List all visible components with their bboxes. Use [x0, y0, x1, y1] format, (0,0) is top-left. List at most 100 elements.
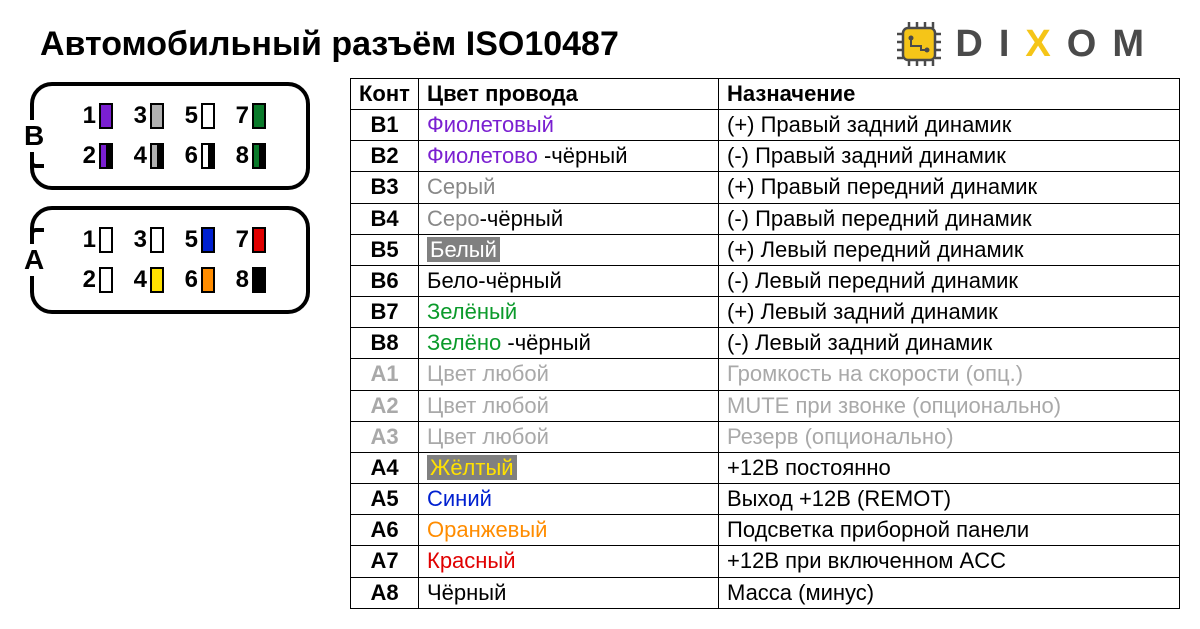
pin-color-box	[150, 103, 164, 129]
connector-row: 1 3 5 7	[48, 220, 292, 260]
color-text: Чёрный	[427, 580, 506, 605]
pin-color-box	[252, 103, 266, 129]
color-text: -чёрный	[478, 268, 562, 293]
pin-A7: 7	[233, 226, 266, 254]
cell-color: Бело-чёрный	[419, 265, 719, 296]
color-text: Оранжевый	[427, 517, 547, 542]
cell-color: Фиолетово -чёрный	[419, 141, 719, 172]
cell-function: (-) Левый передний динамик	[719, 265, 1180, 296]
pin-number: 1	[80, 102, 96, 130]
cell-pin: A6	[351, 515, 419, 546]
color-text: Фиолетово	[427, 143, 544, 168]
cell-color: Синий	[419, 484, 719, 515]
pin-color-box	[252, 227, 266, 253]
color-text: Цвет любой	[427, 424, 549, 449]
color-text: -чёрный	[480, 206, 564, 231]
pin-number: 4	[131, 266, 147, 294]
connector-block-label: A	[22, 244, 46, 276]
pin-B7: 7	[233, 102, 266, 130]
pin-A8: 8	[233, 266, 266, 294]
pin-color-box	[99, 143, 113, 169]
cell-color: Белый	[419, 234, 719, 265]
chip-icon	[895, 20, 943, 68]
color-text: Серый	[427, 174, 495, 199]
pin-color-box	[201, 143, 215, 169]
connector-block-A: 13572468A	[30, 206, 310, 314]
cell-color: Серый	[419, 172, 719, 203]
cell-color: Цвет любой	[419, 421, 719, 452]
table-row: A8ЧёрныйМасса (минус)	[351, 577, 1180, 608]
cell-color: Красный	[419, 546, 719, 577]
cell-pin: A5	[351, 484, 419, 515]
color-text: Серо	[427, 206, 480, 231]
pin-color-box	[252, 267, 266, 293]
pin-number: 5	[182, 226, 198, 254]
pin-color-box	[201, 267, 215, 293]
pin-number: 3	[131, 226, 147, 254]
cell-color: Зелёный	[419, 297, 719, 328]
pin-color-box	[252, 143, 266, 169]
cell-function: (+) Правый передний динамик	[719, 172, 1180, 203]
connector-row: 1 3 5 7	[48, 96, 292, 136]
cell-pin: B6	[351, 265, 419, 296]
cell-function: +12В постоянно	[719, 452, 1180, 483]
table-row: A4Жёлтый+12В постоянно	[351, 452, 1180, 483]
cell-pin: A3	[351, 421, 419, 452]
connector-row: 2 46 8	[48, 136, 292, 176]
color-text: Синий	[427, 486, 492, 511]
logo-letter: O	[1067, 23, 1113, 66]
cell-function: (+) Правый задний динамик	[719, 110, 1180, 141]
pin-B3: 3	[131, 102, 164, 130]
cell-color: Цвет любой	[419, 359, 719, 390]
cell-function: Выход +12В (REMOT)	[719, 484, 1180, 515]
pin-A1: 1	[80, 226, 113, 254]
th-pin: Конт	[351, 79, 419, 110]
pin-number: 2	[80, 266, 96, 294]
color-text: Цвет любой	[427, 361, 549, 386]
table-header-row: Конт Цвет провода Назначение	[351, 79, 1180, 110]
logo-letter: D	[955, 23, 998, 66]
table-row: B4Серо-чёрный(-) Правый передний динамик	[351, 203, 1180, 234]
cell-color: Оранжевый	[419, 515, 719, 546]
pin-B1: 1	[80, 102, 113, 130]
cell-function: (+) Левый передний динамик	[719, 234, 1180, 265]
table-row: A7Красный+12В при включенном ACC	[351, 546, 1180, 577]
table-row: B7Зелёный(+) Левый задний динамик	[351, 297, 1180, 328]
cell-pin: B8	[351, 328, 419, 359]
logo-text: DIXOM	[955, 23, 1160, 66]
th-color: Цвет провода	[419, 79, 719, 110]
pin-number: 5	[182, 102, 198, 130]
pin-B8: 8	[233, 142, 266, 170]
color-text: Фиолетовый	[427, 112, 554, 137]
cell-color: Фиолетовый	[419, 110, 719, 141]
cell-function: (-) Правый передний динамик	[719, 203, 1180, 234]
connector-row: 2 4 6 8	[48, 260, 292, 300]
connector-block-B: 13572468B	[30, 82, 310, 190]
cell-pin: B7	[351, 297, 419, 328]
pin-number: 8	[233, 266, 249, 294]
connector-block-label: B	[22, 120, 46, 152]
pin-A6: 6	[182, 266, 215, 294]
pin-number: 8	[233, 142, 249, 170]
table-row: A2Цвет любойMUTE при звонке (опционально…	[351, 390, 1180, 421]
table-row: B5Белый(+) Левый передний динамик	[351, 234, 1180, 265]
pin-number: 6	[182, 266, 198, 294]
pin-number: 1	[80, 226, 96, 254]
pin-number: 3	[131, 102, 147, 130]
cell-function: Резерв (опционально)	[719, 421, 1180, 452]
pin-number: 6	[182, 142, 198, 170]
cell-pin: B2	[351, 141, 419, 172]
color-text: Зелёно	[427, 330, 507, 355]
cell-color: Чёрный	[419, 577, 719, 608]
connector-diagram: 13572468B13572468A	[30, 78, 330, 330]
pin-number: 2	[80, 142, 96, 170]
table-row: A3 Цвет любой Резерв (опционально)	[351, 421, 1180, 452]
pin-B5: 5	[182, 102, 215, 130]
pin-color-box	[99, 267, 113, 293]
cell-function: Подсветка приборной панели	[719, 515, 1180, 546]
th-func: Назначение	[719, 79, 1180, 110]
pinout-table: Конт Цвет провода Назначение B1Фиолетовы…	[350, 78, 1180, 609]
color-text: Красный	[427, 548, 516, 573]
cell-function: (-) Правый задний динамик	[719, 141, 1180, 172]
pin-B4: 4	[131, 142, 164, 170]
